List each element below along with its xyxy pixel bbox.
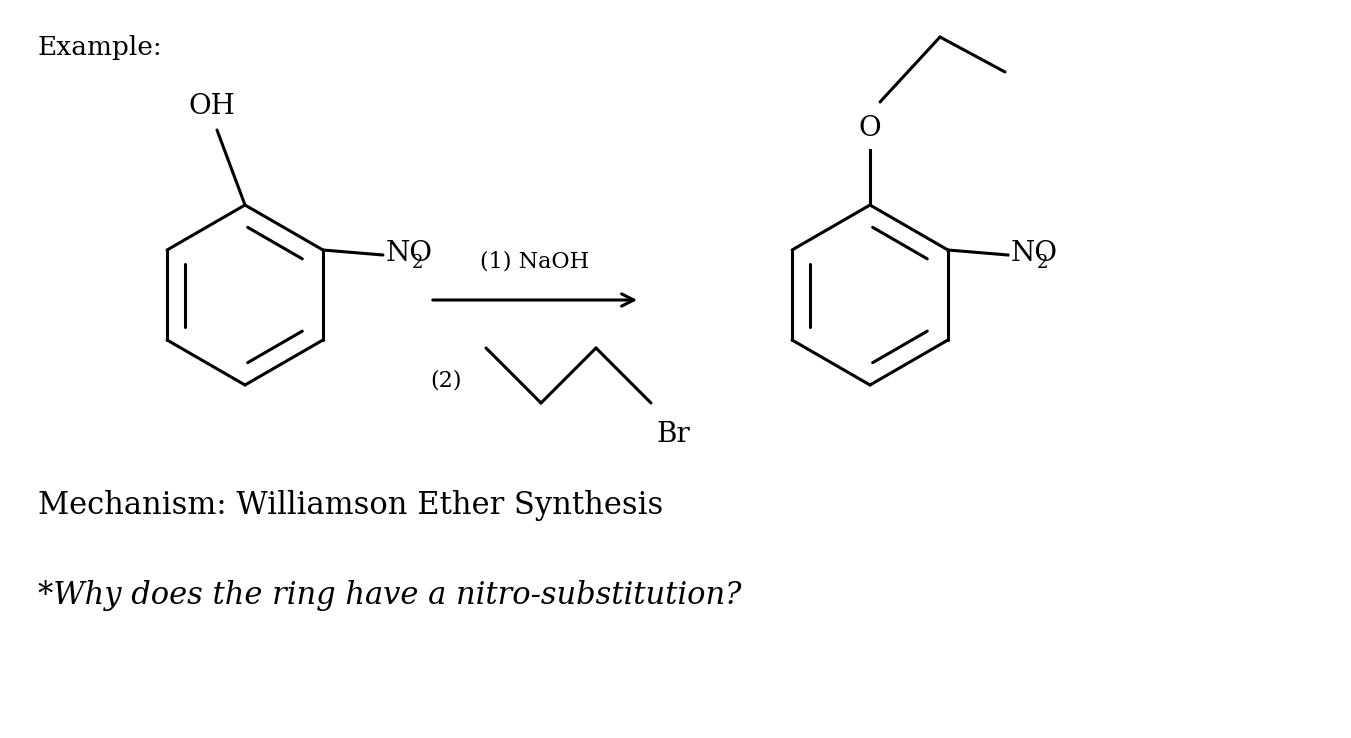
Text: NO: NO: [1011, 240, 1058, 266]
Text: 2: 2: [1038, 254, 1048, 272]
Text: Mechanism: Williamson Ether Synthesis: Mechanism: Williamson Ether Synthesis: [38, 490, 663, 521]
Text: NO: NO: [386, 240, 432, 266]
Text: Example:: Example:: [38, 35, 162, 60]
Text: (1) NaOH: (1) NaOH: [481, 250, 589, 272]
Text: (2): (2): [430, 369, 462, 391]
Text: Br: Br: [657, 421, 690, 448]
Text: *Why does the ring have a nitro-substitution?: *Why does the ring have a nitro-substitu…: [38, 580, 742, 611]
Text: OH: OH: [189, 93, 235, 120]
Text: 2: 2: [412, 254, 423, 272]
Text: O: O: [859, 115, 881, 142]
